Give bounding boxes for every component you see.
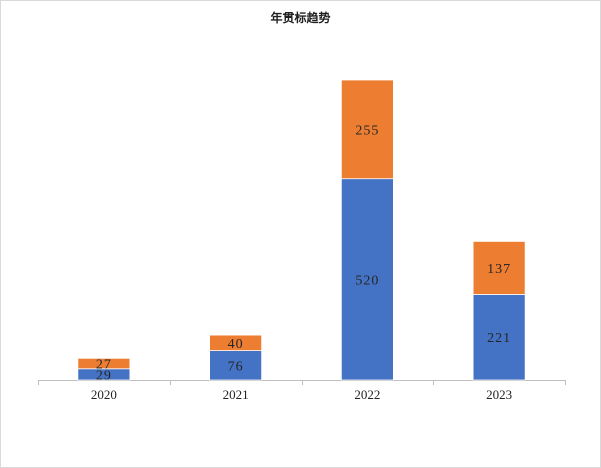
bar-2020-series-2: [77, 357, 131, 370]
bar-2021-series-1: [209, 350, 262, 381]
bar-2023-series-2: [472, 241, 526, 295]
bar-2022-series-2: [341, 79, 394, 180]
chart-title: 年贯标趋势: [270, 11, 331, 25]
x-tick-label-2023: 2023: [486, 387, 512, 402]
data-label-2021-series-1: 76: [228, 359, 244, 374]
x-tick-label-2021: 2021: [223, 387, 249, 402]
data-label-2021-series-2: 40: [228, 337, 244, 352]
data-label-2022-series-1: 520: [355, 273, 379, 288]
data-label-2020-series-1: 29: [96, 368, 112, 383]
data-label-2023-series-1: 221: [487, 331, 511, 346]
data-label-2022-series-2: 255: [355, 123, 379, 138]
x-tick-label-2022: 2022: [354, 387, 380, 402]
data-label-2020-series-2: 27: [96, 358, 112, 373]
bar-2023-series-1: [472, 294, 526, 381]
bar-2022-series-1: [341, 178, 394, 381]
bar-2021-series-2: [209, 334, 262, 351]
data-label-2023-series-2: 137: [487, 262, 511, 277]
x-tick-label-2020: 2020: [91, 387, 117, 402]
